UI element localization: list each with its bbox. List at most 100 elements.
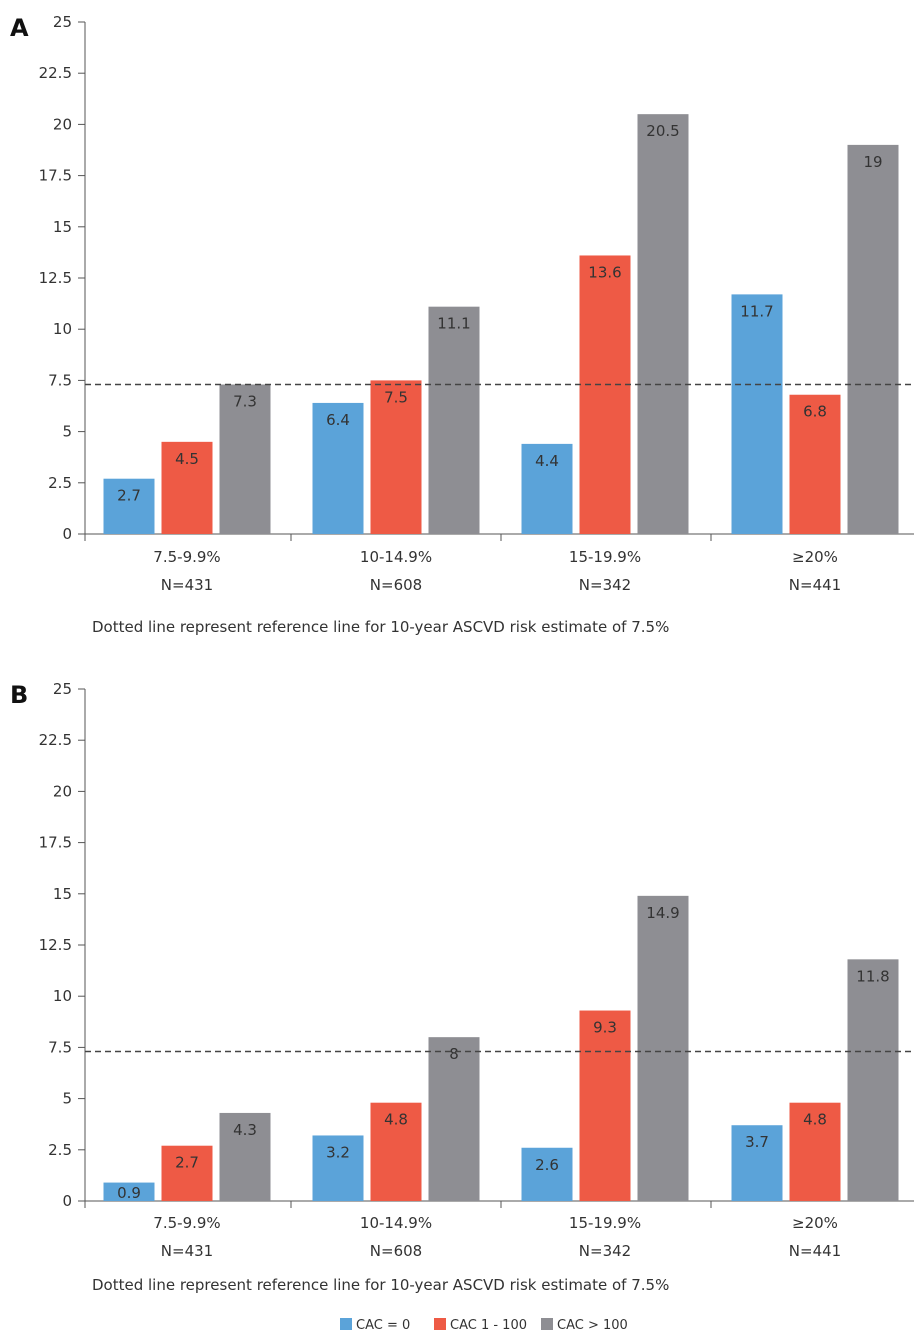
bar: [731, 1125, 783, 1201]
y-tick-label: 12.5: [39, 269, 72, 287]
bar: [219, 1112, 271, 1201]
panel-letter: A: [10, 14, 29, 42]
y-tick-label: 20: [53, 782, 72, 800]
panel-a: A 0 2.5 5 7.5 10 12.5 15 17.5 20 22.5 25 2.7 6.4 4.4 11…: [10, 13, 914, 636]
bar: [312, 1135, 364, 1201]
bar: [731, 294, 783, 534]
x-category-n-label: N=342: [579, 576, 631, 594]
x-category-label: 15-19.9%: [569, 548, 641, 566]
data-label: 19: [863, 153, 882, 171]
bar: [219, 384, 271, 534]
bar: [789, 1102, 841, 1201]
panel-b: B 0 2.5 5 7.5 10 12.5 15 17.5 20 22.5 25 0.9 3.2 2.6 3.…: [10, 680, 914, 1294]
data-label: 4.5: [175, 450, 199, 468]
x-category-n-label: N=441: [789, 576, 841, 594]
bar: [847, 959, 899, 1201]
x-category-label: 7.5-9.9%: [153, 548, 220, 566]
legend-swatch: [541, 1318, 553, 1330]
x-category-label: ≥20%: [792, 1214, 838, 1232]
x-category-n-label: N=608: [370, 1242, 422, 1260]
data-label: 11.1: [437, 315, 470, 333]
y-tick-label: 25: [53, 13, 72, 31]
y-tick-label: 17.5: [39, 167, 72, 185]
x-category-label: 15-19.9%: [569, 1214, 641, 1232]
x-category-label: 10-14.9%: [360, 548, 432, 566]
bar: [521, 443, 573, 534]
x-category-n-label: N=342: [579, 1242, 631, 1260]
bar: [579, 1010, 631, 1201]
data-label: 3.2: [326, 1143, 350, 1161]
y-tick-label: 20: [53, 115, 72, 133]
y-tick-label: 12.5: [39, 936, 72, 954]
y-tick-label: 10: [53, 987, 72, 1005]
reference-note: Dotted line represent reference line for…: [92, 1276, 669, 1294]
y-tick-label: 5: [62, 1090, 72, 1108]
y-tick-label: 22.5: [39, 64, 72, 82]
y-tick-label: 7.5: [48, 371, 72, 389]
bar: [103, 478, 155, 534]
x-category-n-label: N=441: [789, 1242, 841, 1260]
data-label: 13.6: [588, 263, 621, 281]
legend-label: CAC = 0: [356, 1318, 410, 1333]
legend-swatch: [340, 1318, 352, 1330]
legend: CAC = 0 CAC 1 - 100 CAC > 100: [340, 1318, 628, 1333]
data-label: 6.4: [326, 411, 350, 429]
y-tick-label: 5: [62, 423, 72, 441]
bar: [428, 306, 480, 534]
reference-note: Dotted line represent reference line for…: [92, 618, 669, 636]
bar: [161, 1145, 213, 1201]
data-label: 6.8: [803, 403, 827, 421]
bar: [637, 114, 689, 534]
data-label: 2.7: [117, 487, 141, 505]
y-tick-label: 15: [53, 885, 72, 903]
legend-swatch: [434, 1318, 446, 1330]
legend-label: CAC > 100: [557, 1318, 628, 1333]
data-label: 3.7: [745, 1133, 769, 1151]
bar: [521, 1147, 573, 1201]
y-tick-label: 7.5: [48, 1038, 72, 1056]
y-tick-label: 15: [53, 218, 72, 236]
data-label: 4.8: [803, 1111, 827, 1129]
bar: [312, 402, 364, 534]
data-label: 11.8: [856, 967, 889, 985]
y-tick-label: 2.5: [48, 474, 72, 492]
data-label: 20.5: [646, 122, 679, 140]
panel-letter: B: [10, 681, 28, 709]
x-category-n-label: N=608: [370, 576, 422, 594]
bar: [103, 1182, 155, 1201]
data-label: 7.3: [233, 392, 257, 410]
x-category-n-label: N=431: [161, 576, 213, 594]
data-label: 11.7: [740, 302, 773, 320]
data-label: 0.9: [117, 1184, 141, 1202]
x-category-n-label: N=431: [161, 1242, 213, 1260]
data-label: 4.8: [384, 1111, 408, 1129]
y-tick-label: 0: [62, 1192, 72, 1210]
bar: [579, 255, 631, 535]
data-label: 8: [449, 1045, 459, 1063]
x-category-label: 10-14.9%: [360, 1214, 432, 1232]
y-tick-label: 22.5: [39, 731, 72, 749]
bar: [637, 895, 689, 1201]
bar: [847, 144, 899, 534]
data-label: 7.5: [384, 388, 408, 406]
y-tick-label: 17.5: [39, 834, 72, 852]
y-tick-label: 0: [62, 525, 72, 543]
data-label: 14.9: [646, 904, 679, 922]
data-label: 4.3: [233, 1121, 257, 1139]
bar: [370, 1102, 422, 1201]
data-label: 2.7: [175, 1154, 199, 1172]
data-label: 2.6: [535, 1156, 559, 1174]
x-category-label: 7.5-9.9%: [153, 1214, 220, 1232]
bar: [161, 441, 213, 534]
x-category-label: ≥20%: [792, 548, 838, 566]
y-tick-label: 25: [53, 680, 72, 698]
y-tick-label: 2.5: [48, 1141, 72, 1159]
data-label: 4.4: [535, 452, 559, 470]
data-label: 9.3: [593, 1019, 617, 1037]
bar: [789, 394, 841, 534]
bar: [370, 380, 422, 534]
legend-label: CAC 1 - 100: [450, 1318, 527, 1333]
y-tick-label: 10: [53, 320, 72, 338]
bar: [428, 1037, 480, 1201]
